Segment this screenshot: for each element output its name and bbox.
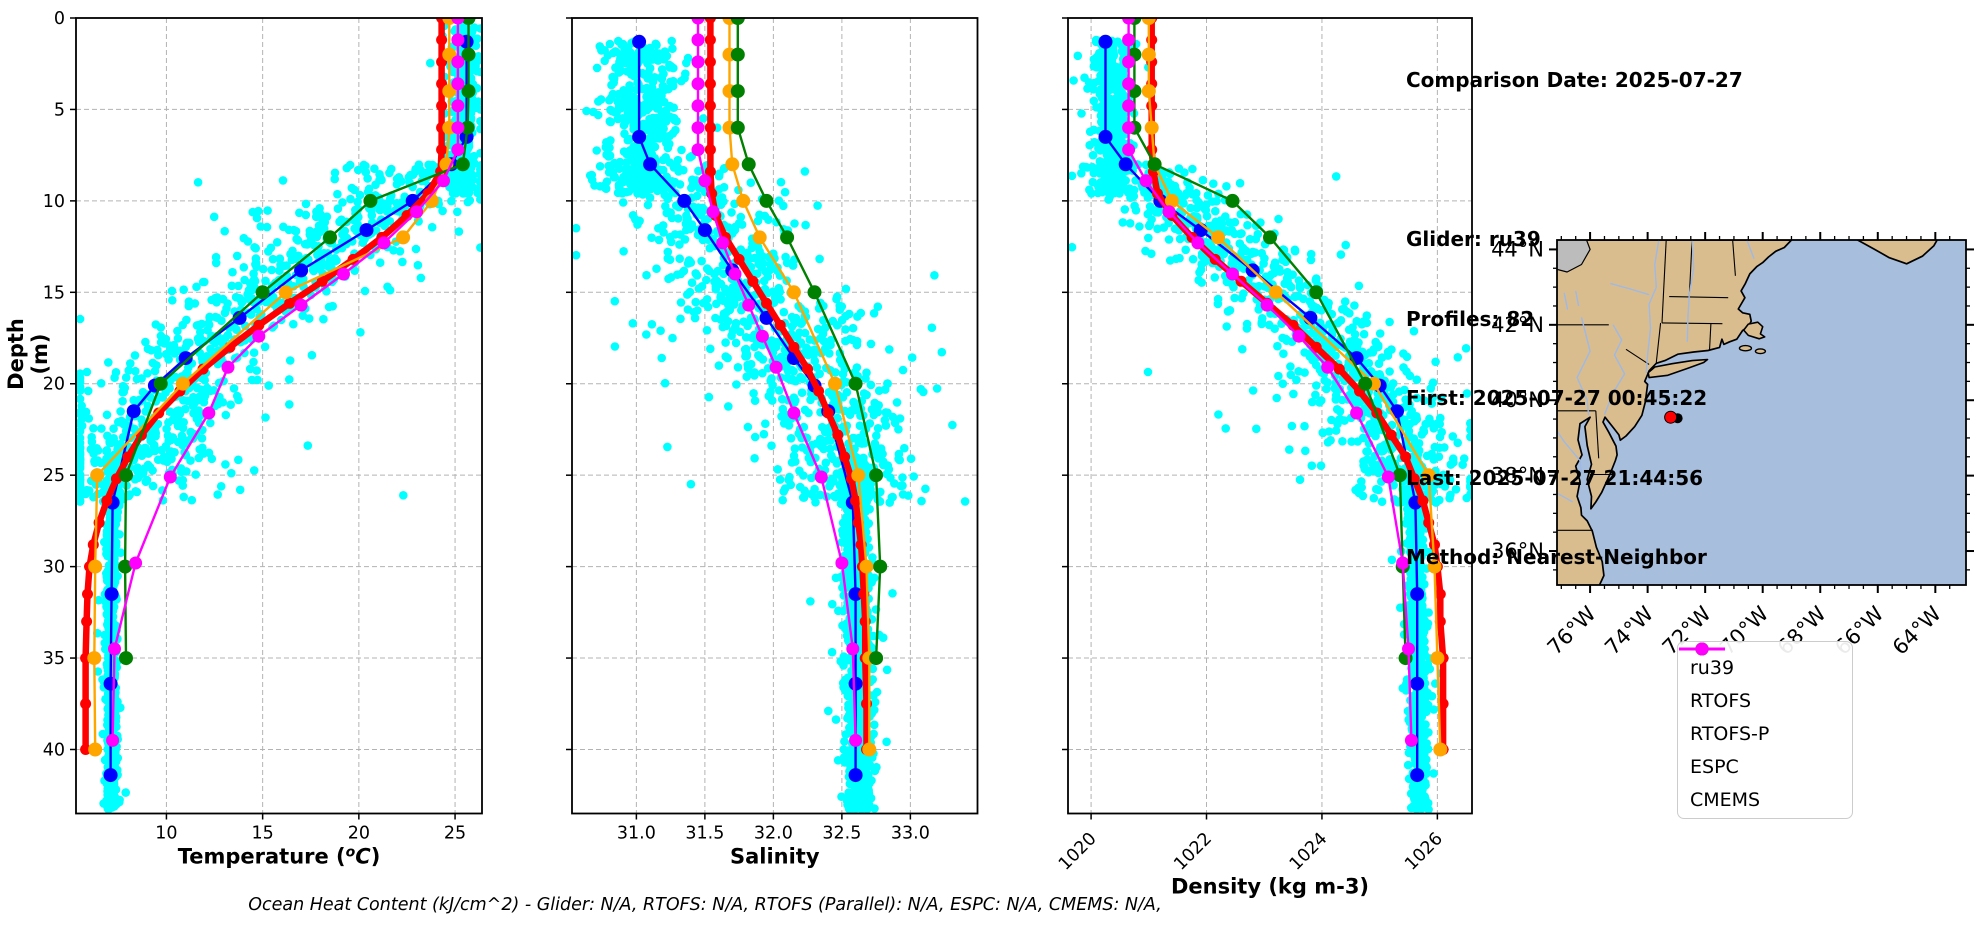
legend-item-cmems: CMEMS	[1679, 642, 1852, 816]
depth-axis-label: Depth (m)	[4, 318, 52, 390]
svg-text:30: 30	[43, 558, 65, 578]
last-profile-time: Last: 2025-07-27 21:44:56	[1406, 465, 1704, 490]
axis-ticks-salinity: 31.0 31.5 32.0 32.5 33.0	[566, 17, 930, 844]
legend-item-rtofs: RTOFS	[1679, 642, 1852, 717]
svg-text:15: 15	[252, 824, 274, 844]
series-cmems-temperature	[106, 18, 465, 747]
legend-label-espc: ESPC	[1690, 755, 1739, 778]
series-cmems-density	[1122, 18, 1418, 747]
series-espc-salinity	[730, 18, 888, 666]
svg-text:32.0: 32.0	[754, 824, 793, 844]
legend-label-rtofs: RTOFS	[1690, 689, 1752, 712]
cmems-line-sample	[1679, 642, 1725, 656]
legend: ru39 RTOFS RTOFS-P ESPC	[1677, 641, 1853, 819]
profiles-count: Profiles: 82	[1406, 306, 1535, 331]
panel-salinity: 31.0 31.5 32.0 32.5 33.0 Salinity	[566, 17, 979, 869]
svg-text:35: 35	[43, 649, 65, 669]
svg-text:31.5: 31.5	[685, 824, 724, 844]
legend-label-ru39: ru39	[1690, 656, 1735, 679]
first-profile-time: First: 2025-07-27 00:45:22	[1406, 386, 1708, 410]
legend-item-espc: ESPC	[1679, 642, 1852, 783]
series-rtofs-p-temperature	[87, 18, 457, 757]
svg-text:25: 25	[444, 824, 466, 844]
svg-text:10: 10	[43, 192, 65, 212]
legend-label-rtofs-p: RTOFS-P	[1690, 722, 1770, 745]
svg-text:33.0: 33.0	[891, 824, 930, 844]
spacer-line	[1406, 147, 1743, 174]
interp-method: Method: Nearest-Neighbor	[1406, 545, 1707, 569]
glider-scatter-salinity	[572, 36, 970, 814]
xlabel-salinity: Salinity	[730, 845, 820, 869]
svg-text:32.5: 32.5	[822, 824, 861, 844]
svg-text:25: 25	[43, 466, 65, 486]
legend-item-rtofs-p: RTOFS-P	[1679, 642, 1852, 750]
svg-text:31.0: 31.0	[617, 824, 656, 844]
series-cmems-salinity	[691, 18, 863, 747]
glider-name: Glider: ru39	[1406, 227, 1541, 251]
svg-text:15: 15	[43, 283, 65, 303]
svg-text:5: 5	[54, 100, 65, 120]
legend-label-cmems: CMEMS	[1690, 788, 1761, 811]
svg-text:10: 10	[155, 824, 177, 844]
comparison-info-panel: Comparison Date: 2025-07-27 Glider: ru39…	[1406, 14, 1743, 624]
svg-text:20: 20	[348, 824, 370, 844]
axis-ticks-temperature: 10 15 20 25 0 5 10 15 20 25 30 35 40	[43, 9, 466, 844]
glider-scatter-temperature	[76, 21, 482, 814]
svg-text:40: 40	[43, 740, 65, 760]
series-espc-temperature	[118, 18, 476, 666]
xlabel-density: Density (kg m-3)	[1171, 875, 1369, 899]
comparison-date: Comparison Date: 2025-07-27	[1406, 68, 1743, 92]
svg-text:0: 0	[54, 9, 65, 29]
xlabel-temperature: Temperature (oC)	[178, 845, 381, 869]
ocean-heat-content-caption: Ocean Heat Content (kJ/cm^2) - Glider: N…	[248, 895, 1162, 915]
svg-text:20: 20	[43, 375, 65, 395]
panel-temperature: 10 15 20 25 0 5 10 15 20 25 30 35 40 Temperature (oC)	[43, 9, 483, 869]
